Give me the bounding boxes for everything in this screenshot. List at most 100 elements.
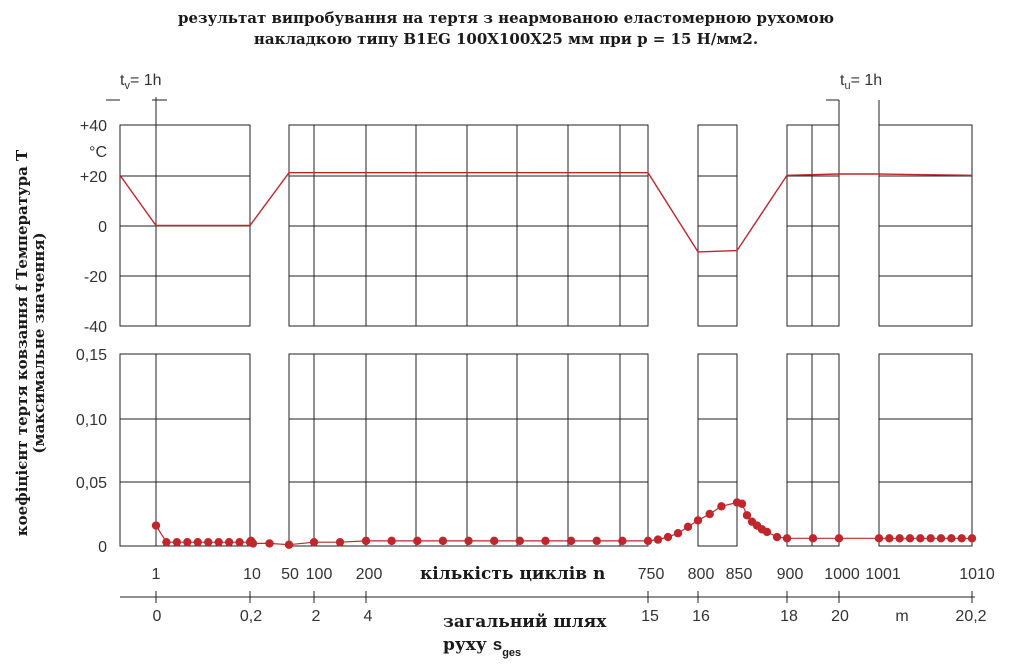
x-path-label-line1: загальний шлях [443,612,607,632]
temp-ytick-label: +40 [80,118,107,135]
cycle-tick-label: 10 [243,566,261,583]
friction-point [782,534,792,543]
cycle-tick-label: 800 [688,566,715,583]
friction-point [335,537,345,547]
friction-point [214,537,223,547]
friction-point [643,536,653,546]
cycle-tick-label: 1000 [824,566,860,583]
friction-point [464,536,473,546]
friction-point [284,540,294,549]
friction-point [762,527,772,537]
friction-point [926,534,935,543]
friction-point [162,537,171,547]
path-tick-label: 20 [831,608,849,625]
path-tick-label: 0 [153,608,162,625]
friction-point [413,536,422,546]
cycle-tick-label: 200 [356,566,383,583]
cycle-tick-label: 50 [281,566,299,583]
path-tick-label: 2 [312,608,321,625]
temperature-series [119,171,973,253]
temp-ytick-label: +20 [80,169,107,186]
path-tick-label: 4 [364,608,373,625]
cycle-tick-label: 750 [638,566,665,583]
chart-title-line1: результат випробування на тертя з неармо… [178,9,834,27]
friction-point [916,534,925,543]
friction-point [566,536,576,546]
fric-ytick-label: 0,10 [76,412,107,429]
friction-point [905,534,915,543]
fric-panel-3 [786,353,840,547]
friction-point [248,539,258,548]
fric-panel-2 [697,353,738,547]
chart-title-line2: накладкою типу B1EG 100X100X25 мм при p … [254,30,758,48]
friction-point [663,532,673,542]
friction-point [967,534,977,543]
friction-point [834,534,844,543]
fric-panel-0 [119,353,251,547]
fric-panel-4 [878,353,973,547]
cycle-tick-label: 1001 [865,566,901,583]
friction-point [151,521,161,530]
friction-point [895,534,904,543]
fric-ytick-label: 0,05 [76,475,107,492]
tv-label: tv= 1h [120,72,162,92]
friction-point [183,537,192,547]
fric-ytick-label: 0 [98,539,107,556]
friction-point [361,536,371,546]
y-label-line1: коефіцієнт тертя ковзання f Температура … [13,149,31,536]
friction-point [673,529,683,538]
friction-point [172,537,182,547]
temperature-line [119,171,973,253]
friction-point [265,539,274,548]
friction-point [204,537,213,547]
friction-point [705,509,714,519]
friction-point [515,536,525,546]
friction-point [653,535,663,544]
path-tick-label: 0,2 [240,608,262,625]
x-cycles-label: кількість циклів n [420,564,605,584]
path-tick-label: m [895,608,908,625]
cycle-tick-label: 100 [306,566,333,583]
temp-ytick-label: -20 [84,269,107,286]
cycle-tick-label: 850 [726,566,753,583]
path-tick-label: 18 [780,608,798,625]
friction-point [885,534,894,543]
friction-point [947,534,956,543]
path-tick-label: 16 [692,608,710,625]
fric-ytick-label: 0,15 [76,347,107,364]
friction-point [387,536,396,546]
friction-point [957,534,966,543]
chart-grid [106,97,973,547]
temp-ytick-label: -40 [84,319,107,336]
friction-point [235,537,244,547]
friction-point [742,511,752,520]
friction-point [592,536,601,546]
y-label-line2: (максимальне значення) [30,232,48,453]
cycle-tick-label: 1 [152,566,161,583]
cycle-tick-label: 900 [777,566,804,583]
friction-line [155,501,972,546]
cycle-tick-label: 1010 [959,566,995,583]
friction-point [737,499,747,508]
friction-point [618,536,627,546]
path-tick-label: 20,2 [955,608,986,625]
friction-point [772,532,782,542]
friction-point [541,536,550,546]
path-tick-label: 15 [641,608,659,625]
friction-point [808,534,818,543]
friction-point [874,534,884,543]
x-path-label-line2: руху sges [443,635,521,659]
temp-ytick-label: 0 [98,219,107,236]
temp-unit-label: °C [89,144,107,161]
friction-point [489,536,499,546]
friction-point [693,516,703,525]
friction-point [717,502,726,511]
friction-series [151,498,977,549]
friction-point [309,537,319,547]
tu-label: tu= 1h [840,72,882,92]
friction-point [936,534,946,543]
friction-point [224,537,234,547]
y-axis-label: коефіцієнт тертя ковзання f Температура … [13,149,48,536]
